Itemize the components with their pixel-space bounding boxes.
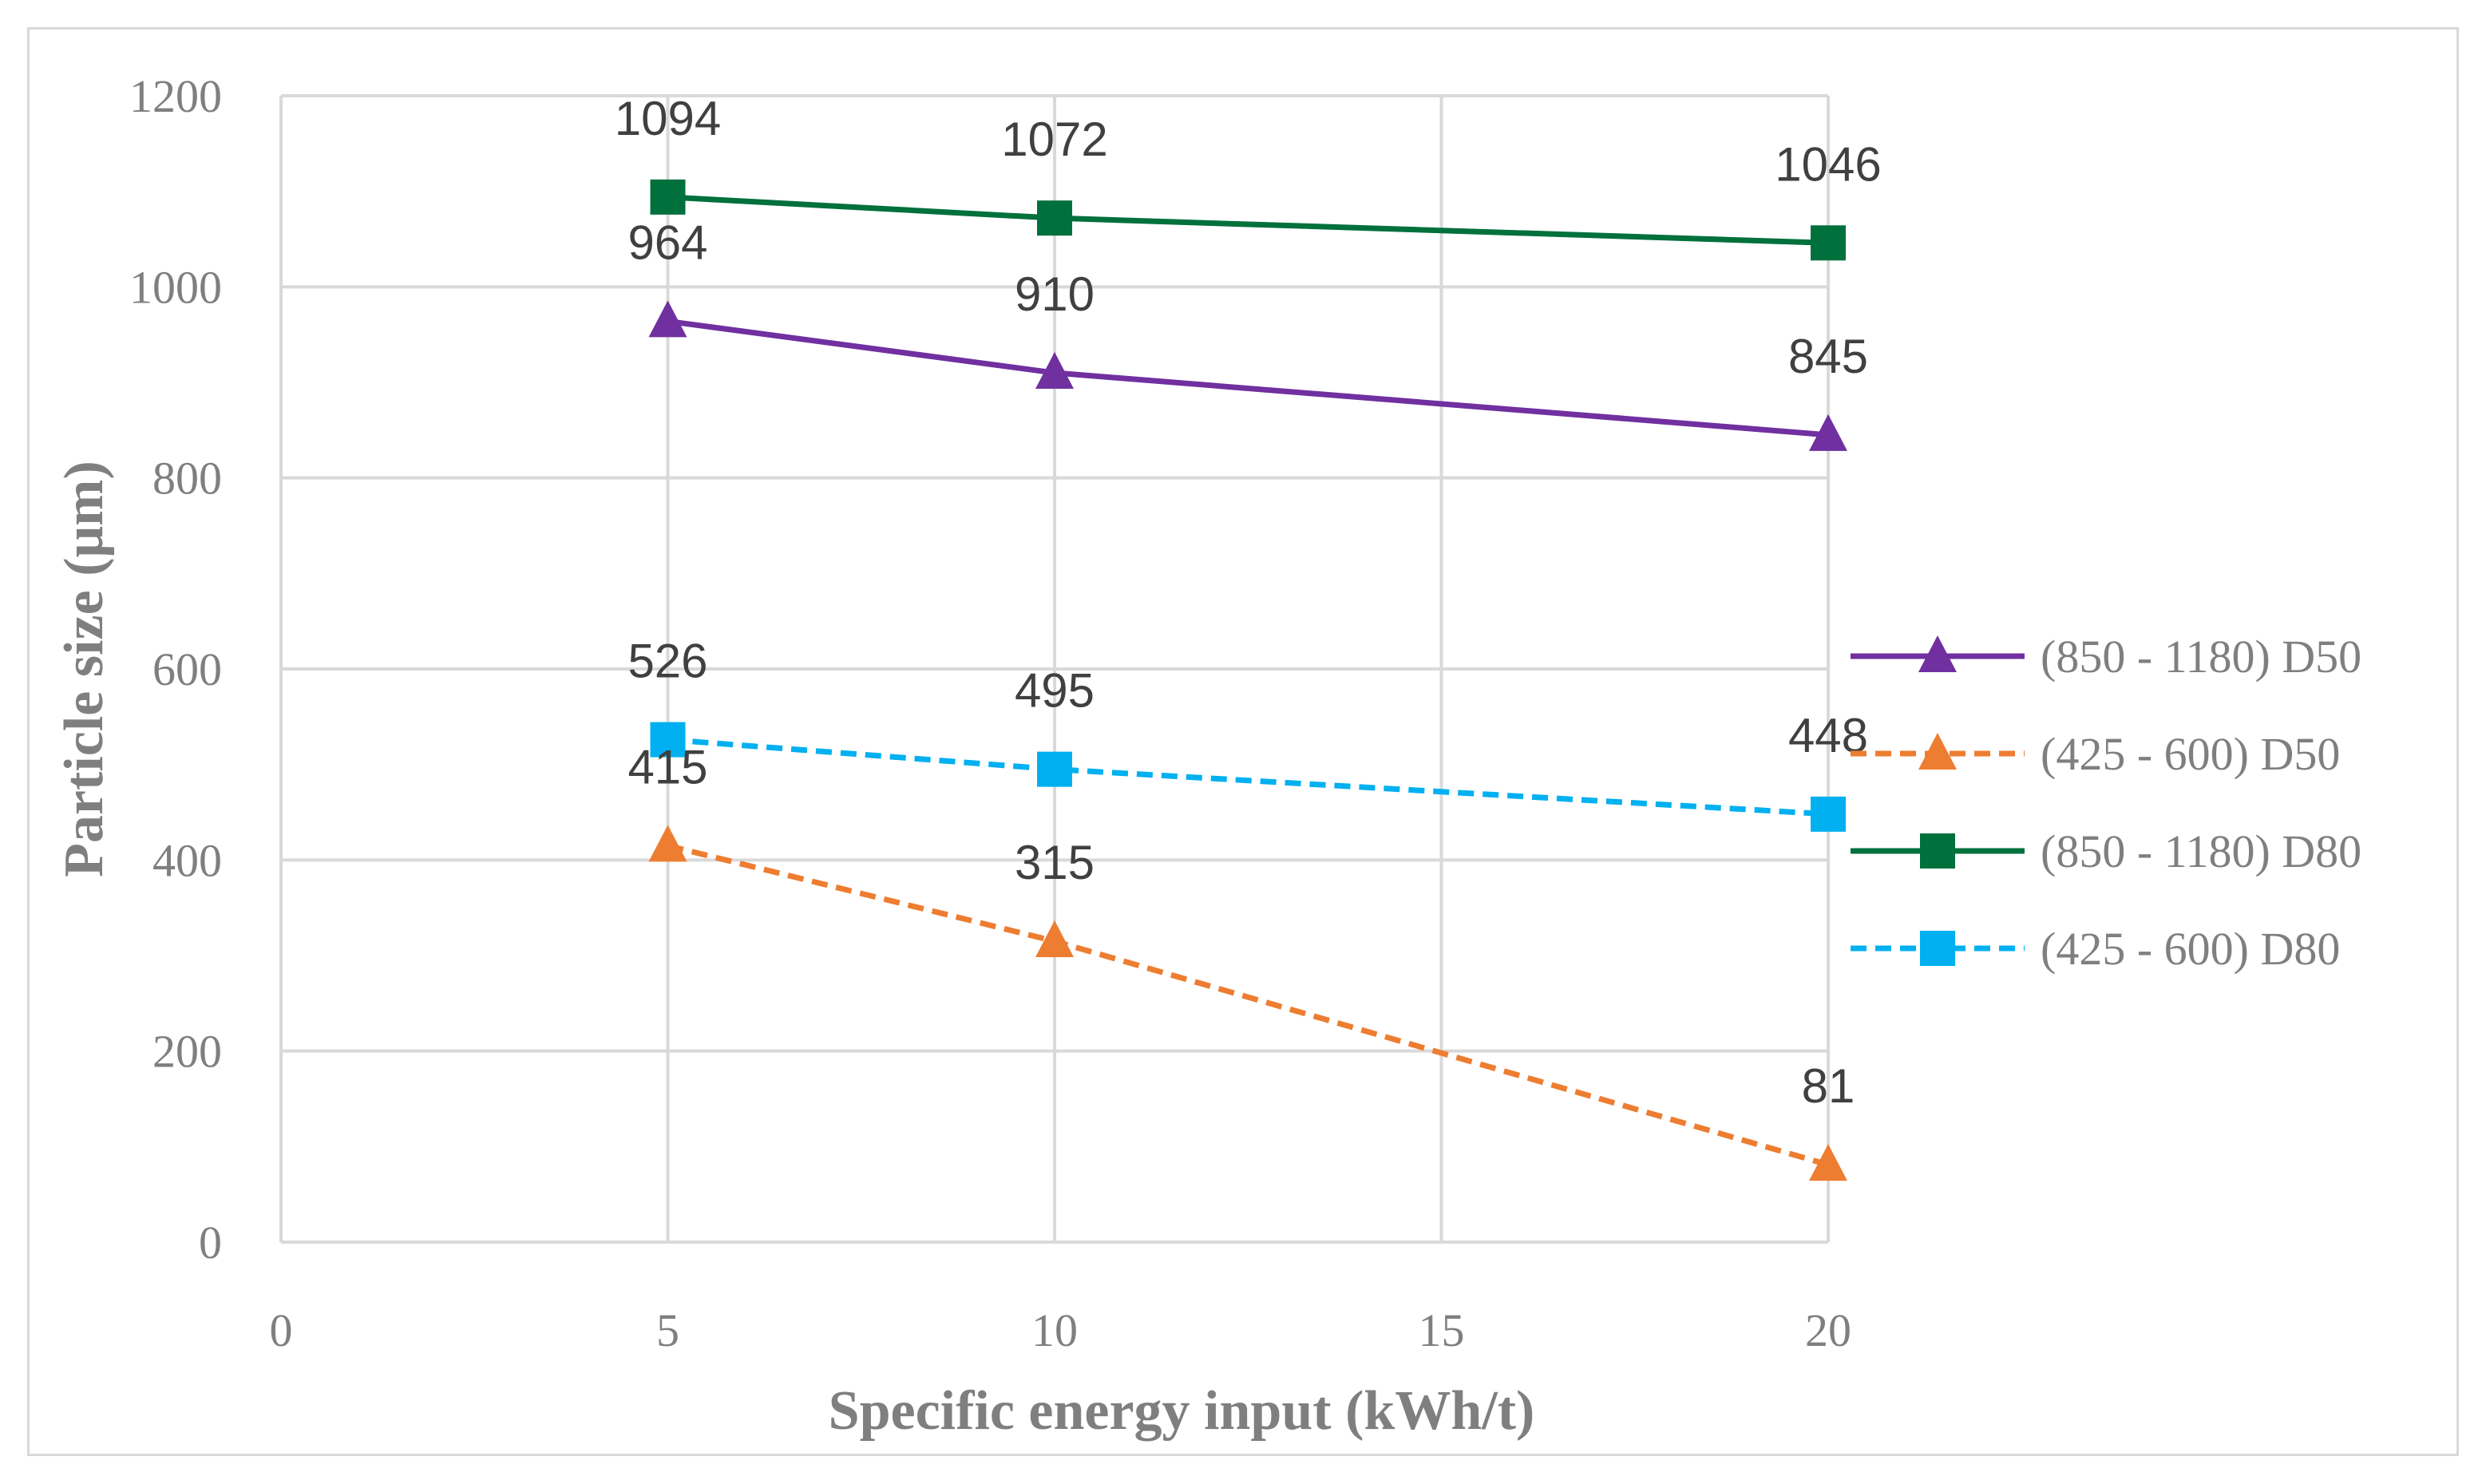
data-point xyxy=(1037,200,1072,236)
data-point xyxy=(1809,414,1847,451)
legend-label: (850 - 1180) D80 xyxy=(2041,825,2361,877)
data-label: 81 xyxy=(1802,1059,1855,1113)
x-tick-label: 15 xyxy=(1419,1304,1465,1356)
legend-marker xyxy=(1918,635,1957,672)
legend-marker xyxy=(1918,733,1957,770)
x-tick-label: 0 xyxy=(270,1304,293,1356)
y-tick-label: 1000 xyxy=(129,261,222,313)
data-label: 964 xyxy=(627,216,707,269)
data-label: 526 xyxy=(627,635,707,688)
data-point xyxy=(1811,225,1846,261)
data-label: 315 xyxy=(1015,836,1095,889)
y-tick-label: 0 xyxy=(199,1217,222,1268)
data-label: 495 xyxy=(1015,664,1095,718)
y-axis-title: Particle size (μm) xyxy=(53,461,115,877)
series-line xyxy=(667,318,1829,438)
data-point xyxy=(650,722,686,758)
series-line xyxy=(667,737,1829,817)
x-tick-label: 10 xyxy=(1031,1304,1078,1356)
legend-marker xyxy=(1920,833,1955,869)
x-axis-title: Specific energy input (kWh/t) xyxy=(829,1380,1535,1442)
data-point xyxy=(1035,352,1074,390)
y-tick-label: 600 xyxy=(152,643,222,695)
data-point xyxy=(648,300,687,338)
legend-label: (425 - 600) D50 xyxy=(2041,728,2340,780)
data-point xyxy=(1037,751,1072,787)
data-point xyxy=(650,179,686,215)
y-tick-label: 200 xyxy=(152,1026,222,1078)
data-label: 415 xyxy=(627,740,707,793)
data-point xyxy=(1035,920,1074,958)
data-label: 910 xyxy=(1015,267,1095,321)
chart-frame xyxy=(27,27,2459,1456)
data-label: 1046 xyxy=(1775,137,1881,191)
data-label: 1072 xyxy=(1001,113,1107,166)
legend-marker xyxy=(1920,931,1955,966)
y-tick-label: 800 xyxy=(152,453,222,505)
legend-label: (850 - 1180) D50 xyxy=(2041,631,2361,683)
data-point xyxy=(1811,796,1846,832)
x-tick-label: 5 xyxy=(656,1304,679,1356)
data-point xyxy=(1809,1144,1847,1181)
data-label: 1094 xyxy=(615,92,721,145)
y-tick-label: 1200 xyxy=(129,70,222,122)
data-point xyxy=(648,825,687,862)
legend-label: (425 - 600) D80 xyxy=(2041,923,2340,975)
x-tick-label: 20 xyxy=(1805,1304,1851,1356)
series-line xyxy=(667,194,1829,246)
series-line xyxy=(667,842,1829,1168)
y-tick-label: 400 xyxy=(152,834,222,886)
data-label: 845 xyxy=(1788,330,1868,383)
